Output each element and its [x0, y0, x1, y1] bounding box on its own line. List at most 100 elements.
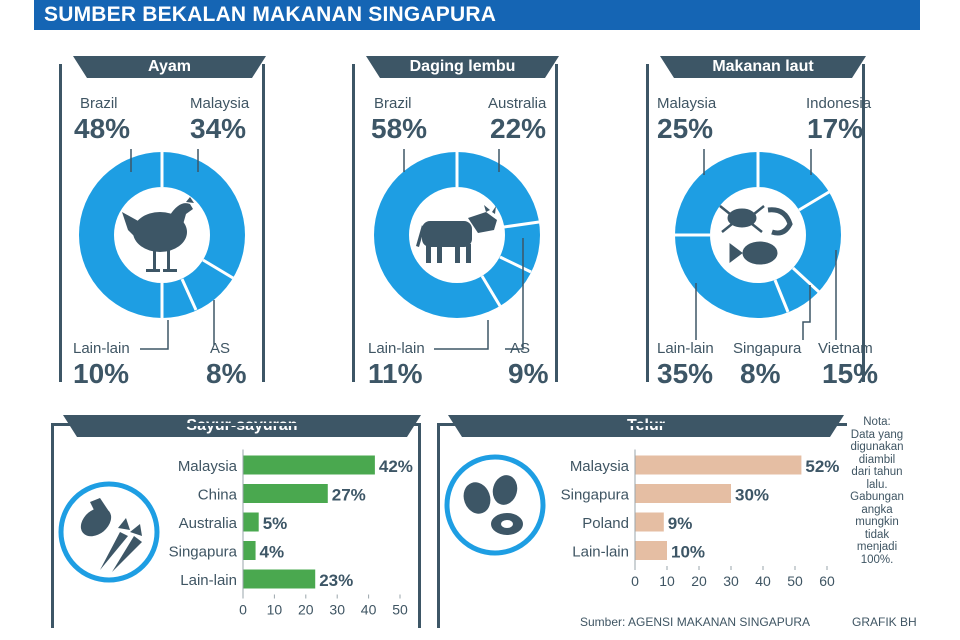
daging-label-australia: Australia: [488, 95, 547, 112]
note-block: Nota: Data yang digunakan diambil dari t…: [846, 416, 908, 566]
credit-text: GRAFIK BH: [852, 615, 917, 629]
daging-label-lainlain: Lain-lain: [368, 340, 425, 357]
telur-tick-label: 40: [755, 573, 771, 589]
sayur-bar: [243, 512, 259, 532]
page-title: SUMBER BEKALAN MAKANAN SINGAPURA: [44, 3, 497, 26]
sayur-category-label: Malaysia: [178, 458, 238, 475]
daging-donut-svg: [374, 149, 540, 350]
sayur-header: Sayur-sayuran: [63, 415, 421, 437]
laut-divider: [791, 266, 821, 294]
ayam-leaders: [130, 149, 215, 350]
daging-divider: [499, 255, 532, 274]
telur-tick-label: 50: [787, 573, 803, 589]
note-line: lalu.: [866, 478, 888, 491]
sayur-tick-label: 50: [392, 602, 408, 618]
telur-value-label: 10%: [671, 543, 705, 562]
laut-edge-right: [862, 64, 865, 382]
telur-tick-label: 20: [691, 573, 707, 589]
laut-label-singapura: Singapura: [733, 340, 802, 357]
ayam-pct-malaysia: 34%: [190, 113, 247, 144]
cow-icon: [416, 205, 497, 263]
telur-value-label: 52%: [805, 457, 839, 476]
egg-icon: [444, 454, 546, 556]
sayur-category-label: Singapura: [169, 544, 238, 561]
laut-label-lainlain: Lain-lain: [657, 340, 714, 357]
ayam-pct-brazil: 48%: [74, 113, 131, 144]
sayur-category-label: China: [198, 487, 238, 504]
daging-donut: [374, 152, 540, 318]
sayur-edge-left: [51, 423, 54, 628]
laut-label-malaysia: Malaysia: [657, 95, 717, 112]
sayur-bar: [243, 484, 328, 503]
telur-value-label: 30%: [735, 486, 769, 505]
sayur-edge-top: [51, 423, 421, 426]
daging-pct-brazil: 58%: [371, 113, 428, 144]
telur-category-label: Singapura: [561, 487, 630, 504]
daging-pct-lainlain: 11%: [368, 358, 423, 389]
sayur-edge-right: [418, 423, 421, 628]
laut-donut-svg: [675, 149, 841, 340]
daging-donut-dividers: [455, 152, 540, 307]
telur-tick-label: 0: [631, 573, 639, 589]
sayur-value-label: 42%: [379, 457, 413, 476]
sayur-tick-label: 10: [267, 602, 283, 618]
sayur-category-label: Lain-lain: [180, 572, 237, 589]
note-line: Gabungan: [850, 491, 904, 503]
telur-bar-chart: Malaysia 52% Singapura 30% Poland 9% Lain-lain…: [444, 449, 839, 589]
sayur-tick-label: 30: [329, 602, 345, 618]
ayam-label-lainlain: Lain-lain: [73, 340, 130, 357]
laut-donut-dividers: [675, 152, 830, 313]
sayur-value-label: 27%: [332, 486, 366, 505]
chicken-icon: [122, 197, 194, 272]
laut-leaders: [695, 149, 837, 340]
ayam-edge-right: [262, 64, 265, 382]
note-heading: Nota:: [863, 416, 891, 428]
daging-pct-as: 9%: [508, 358, 549, 389]
laut-pct-malaysia: 25%: [657, 113, 714, 144]
telur-bar: [635, 541, 667, 560]
title-banner: [34, 0, 920, 30]
sayur-bar-chart: Malaysia 42% China 27% Australia 5% Singapura 4…: [58, 449, 413, 618]
note-line: digunakan: [850, 441, 904, 453]
sayur-category-label: Australia: [179, 515, 238, 532]
sayur-bar: [243, 541, 256, 560]
telur-tick-label: 30: [723, 573, 739, 589]
laut-divider: [773, 279, 790, 313]
daging-edge-right: [555, 64, 558, 382]
laut-leader: [802, 285, 811, 340]
daging-leader: [434, 320, 489, 350]
daging-pct-australia: 22%: [490, 113, 547, 144]
ayam-divider: [180, 278, 198, 311]
seafood-icon: [719, 205, 793, 265]
ayam-pct-as: 8%: [206, 358, 247, 389]
note-line: diambil: [858, 453, 896, 466]
daging-label-brazil: Brazil: [374, 95, 412, 112]
laut-label-indonesia: Indonesia: [806, 95, 872, 112]
note-line: menjadi: [856, 541, 898, 553]
sayur-value-label: 5%: [263, 514, 288, 533]
laut-donut-hole: [710, 187, 806, 283]
telur-category-label: Lain-lain: [572, 544, 629, 561]
laut-divider: [798, 190, 830, 212]
source-text: Sumber: AGENSI MAKANAN SINGAPURA: [580, 615, 811, 629]
ayam-label-as: AS: [210, 340, 231, 357]
ayam-pct-lainlain: 10%: [73, 358, 130, 389]
sayur-tick-label: 20: [298, 602, 314, 618]
telur-category-label: Poland: [582, 515, 629, 532]
note-line: angka: [861, 503, 893, 516]
vegetable-icon: [58, 481, 160, 583]
laut-pct-singapura: 8%: [740, 358, 781, 389]
telur-tick-label: 10: [659, 573, 675, 589]
sayur-tick-label: 40: [361, 602, 377, 618]
daging-leaders: [403, 149, 524, 350]
daging-header: Daging lembu: [366, 56, 559, 78]
laut-pct-lainlain: 35%: [657, 358, 714, 389]
telur-bar: [635, 512, 664, 532]
telur-value-label: 9%: [668, 514, 693, 533]
ayam-donut-svg: [79, 149, 245, 350]
ayam-header: Ayam: [73, 56, 266, 78]
sayur-tick-label: 0: [239, 602, 247, 618]
sayur-value-label: 4%: [260, 543, 285, 562]
ayam-leader: [140, 320, 169, 350]
note-line: 100%.: [860, 553, 894, 566]
